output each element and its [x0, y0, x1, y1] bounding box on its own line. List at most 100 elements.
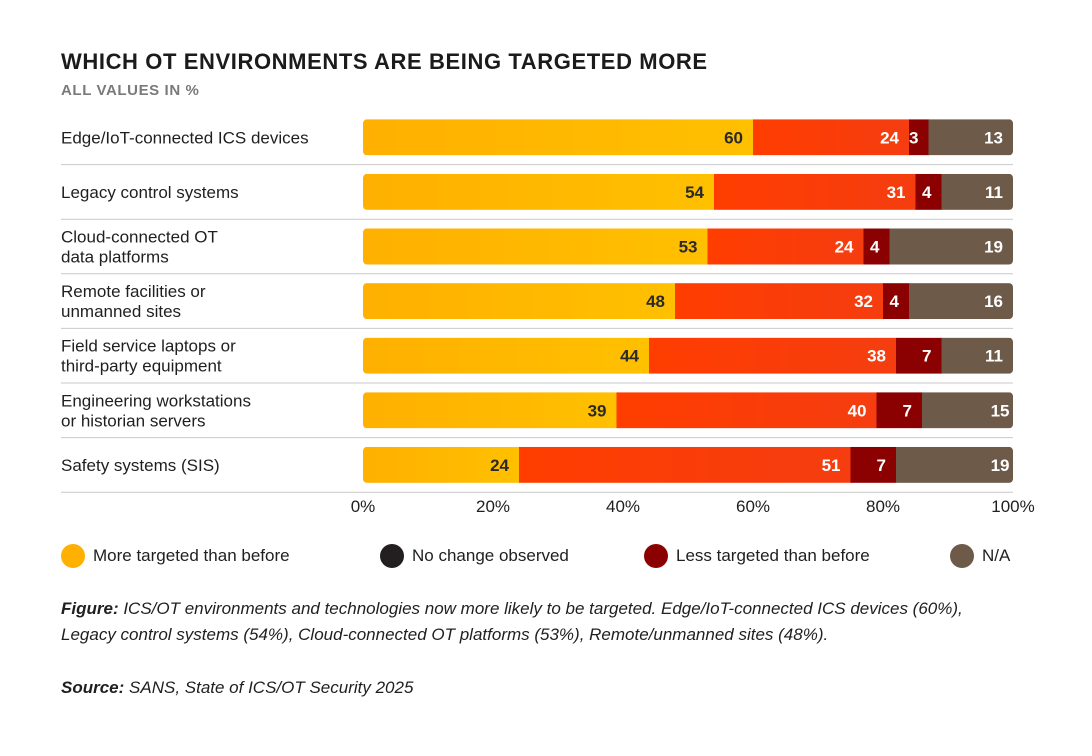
data-label: 19 [984, 238, 1003, 257]
legend-label: Less targeted than before [676, 546, 870, 565]
caption-label: Figure: [61, 599, 119, 618]
data-label: 4 [870, 238, 880, 257]
data-label: 54 [685, 183, 704, 202]
bar-less-targeted [707, 228, 864, 265]
caption-text: ICS/OT environments and technologies now… [61, 599, 963, 644]
category-label: Field service laptops or [61, 337, 236, 356]
stacked-bar-chart: Edge/IoT-connected ICS devices 60 24 3 13Leg… [61, 119, 1035, 516]
legend-swatch-less-targeted [644, 544, 668, 568]
category-label: third-party equipment [61, 357, 222, 376]
source-text: SANS, State of ICS/OT Security 2025 [124, 678, 414, 697]
bar-na [941, 173, 1013, 210]
bar-less-targeted [753, 119, 910, 156]
bar-row [363, 173, 1013, 210]
data-label: 48 [646, 292, 665, 311]
x-tick-label: 100% [991, 497, 1034, 516]
figure-source: Source: SANS, State of ICS/OT Security 2… [61, 678, 1021, 698]
data-label: 24 [880, 128, 899, 147]
data-label: 7 [877, 456, 886, 475]
bar-row [363, 119, 1013, 156]
data-label: 15 [991, 401, 1010, 420]
bar-no-change [850, 446, 897, 483]
data-label: 38 [867, 347, 886, 366]
category-label: Cloud-connected OT [61, 228, 218, 247]
bar-more-targeted [363, 446, 520, 483]
data-label: 24 [835, 238, 854, 257]
bar-na [889, 228, 1013, 265]
category-label: Remote facilities or [61, 282, 206, 301]
data-label: 40 [848, 401, 867, 420]
legend-swatch-na [950, 544, 974, 568]
bar-more-targeted [363, 228, 708, 265]
chart-legend: More targeted than before No change obse… [61, 541, 1021, 571]
x-tick-label: 40% [606, 497, 640, 516]
legend-label: N/A [982, 546, 1011, 565]
category-label: Edge/IoT-connected ICS devices [61, 128, 309, 147]
data-label: 7 [922, 347, 931, 366]
data-label: 7 [903, 401, 912, 420]
data-label: 51 [822, 456, 841, 475]
category-label: or historian servers [61, 411, 206, 430]
bar-na [896, 446, 1013, 483]
legend-label: No change observed [412, 546, 569, 565]
bar-no-change [915, 173, 942, 210]
category-label: unmanned sites [61, 302, 181, 321]
chart-title: WHICH OT ENVIRONMENTS ARE BEING TARGETED… [61, 49, 708, 74]
data-label: 16 [984, 292, 1003, 311]
data-label: 3 [909, 128, 918, 147]
data-label: 32 [854, 292, 873, 311]
bar-less-targeted [649, 337, 897, 374]
bar-no-change [876, 392, 923, 429]
bar-na [909, 283, 1013, 320]
bar-row [363, 228, 1013, 265]
data-label: 13 [984, 128, 1003, 147]
category-label: Engineering workstations [61, 391, 251, 410]
legend-swatch-no-change [380, 544, 404, 568]
data-label: 60 [724, 128, 743, 147]
bar-no-change [896, 337, 942, 374]
category-label: data platforms [61, 248, 169, 267]
x-tick-label: 60% [736, 497, 770, 516]
x-tick-label: 20% [476, 497, 510, 516]
data-label: 39 [588, 401, 607, 420]
bar-na [941, 337, 1013, 374]
bar-more-targeted [363, 119, 754, 156]
bar-row [363, 337, 1013, 374]
bar-no-change [863, 228, 890, 265]
bar-row [363, 446, 1013, 483]
bar-less-targeted [616, 392, 877, 429]
legend-item-more-targeted: More targeted than before [61, 541, 290, 571]
legend-label: More targeted than before [93, 546, 290, 565]
bar-more-targeted [363, 392, 617, 429]
x-tick-label: 80% [866, 497, 900, 516]
bar-row [363, 392, 1013, 429]
source-label: Source: [61, 678, 125, 697]
figure-caption: Figure: ICS/OT environments and technolo… [61, 596, 1021, 648]
data-label: 4 [922, 183, 932, 202]
bar-less-targeted [675, 283, 884, 320]
data-label: 11 [985, 183, 1003, 202]
bar-no-change [909, 119, 929, 156]
bar-more-targeted [363, 283, 676, 320]
bar-na [922, 392, 1013, 429]
category-label: Safety systems (SIS) [61, 456, 220, 475]
data-label: 44 [620, 347, 639, 366]
bar-less-targeted [714, 173, 916, 210]
chart-subtitle: ALL VALUES IN % [61, 82, 200, 99]
category-label: Legacy control systems [61, 183, 239, 202]
data-label: 11 [985, 347, 1003, 366]
legend-item-no-change: No change observed [380, 541, 569, 571]
bar-row [363, 283, 1013, 320]
data-label: 19 [991, 456, 1010, 475]
legend-item-less-targeted: Less targeted than before [644, 541, 870, 571]
bar-more-targeted [363, 337, 650, 374]
data-label: 53 [679, 238, 698, 257]
data-label: 31 [887, 183, 906, 202]
x-tick-label: 0% [351, 497, 376, 516]
bar-more-targeted [363, 173, 715, 210]
bar-no-change [883, 283, 910, 320]
bar-less-targeted [519, 446, 851, 483]
legend-item-na: N/A [950, 541, 1010, 571]
legend-swatch-more-targeted [61, 544, 85, 568]
bar-na [928, 119, 1013, 156]
